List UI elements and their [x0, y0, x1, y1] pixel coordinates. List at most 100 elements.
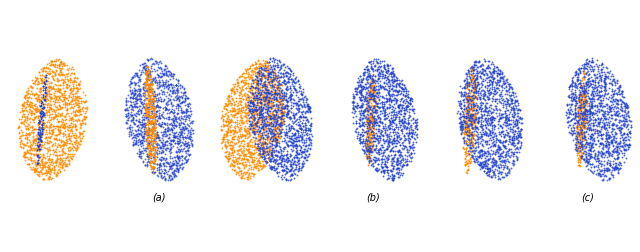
Point: [363, 81, 373, 85]
Point: [273, 134, 283, 138]
Point: [397, 171, 408, 175]
Point: [580, 159, 591, 163]
Point: [267, 153, 277, 158]
Point: [365, 146, 375, 150]
Point: [285, 154, 295, 159]
Point: [581, 164, 591, 168]
Point: [32, 147, 42, 151]
Point: [294, 83, 305, 87]
Point: [369, 97, 379, 101]
Point: [613, 141, 623, 145]
Point: [404, 129, 414, 133]
Point: [294, 166, 304, 170]
Point: [234, 170, 244, 174]
Point: [271, 105, 281, 109]
Point: [258, 130, 268, 134]
Point: [356, 123, 367, 128]
Point: [404, 132, 415, 136]
Point: [257, 63, 268, 67]
Point: [263, 135, 273, 139]
Point: [562, 117, 572, 121]
Point: [612, 150, 622, 154]
Point: [595, 104, 605, 108]
Point: [609, 131, 620, 135]
Point: [162, 124, 172, 128]
Point: [256, 135, 266, 139]
Point: [121, 100, 131, 104]
Point: [172, 155, 182, 159]
Point: [388, 165, 398, 169]
Point: [595, 134, 605, 138]
Point: [258, 64, 268, 68]
Point: [141, 90, 152, 94]
Point: [227, 148, 237, 152]
Point: [304, 105, 314, 109]
Point: [238, 174, 248, 178]
Point: [34, 147, 44, 151]
Point: [285, 98, 296, 102]
Point: [468, 152, 479, 156]
Point: [604, 143, 614, 147]
Point: [267, 84, 277, 88]
Point: [591, 65, 602, 69]
Point: [387, 119, 397, 123]
Point: [586, 65, 596, 69]
Point: [135, 120, 145, 124]
Point: [361, 131, 371, 135]
Point: [38, 153, 49, 158]
Point: [465, 108, 475, 112]
Point: [135, 132, 145, 136]
Point: [481, 109, 491, 113]
Point: [363, 142, 373, 146]
Point: [262, 84, 272, 88]
Point: [56, 60, 67, 65]
Point: [611, 139, 621, 143]
Point: [577, 87, 587, 91]
Point: [255, 134, 266, 138]
Point: [229, 132, 239, 136]
Point: [582, 127, 593, 131]
Point: [362, 135, 372, 139]
Point: [376, 148, 386, 152]
Point: [566, 118, 576, 122]
Point: [492, 66, 502, 70]
Point: [58, 147, 68, 151]
Point: [469, 79, 479, 83]
Point: [460, 108, 470, 112]
Point: [184, 154, 194, 158]
Point: [258, 125, 268, 129]
Point: [58, 151, 68, 155]
Point: [122, 109, 132, 113]
Point: [161, 80, 171, 84]
Point: [148, 61, 158, 65]
Point: [221, 129, 231, 133]
Point: [41, 69, 51, 73]
Point: [219, 115, 229, 119]
Point: [121, 121, 131, 125]
Point: [394, 89, 404, 93]
Point: [471, 87, 481, 91]
Point: [32, 143, 42, 147]
Point: [390, 114, 400, 118]
Point: [566, 132, 577, 136]
Point: [392, 134, 402, 138]
Point: [29, 153, 39, 158]
Point: [243, 147, 253, 151]
Point: [586, 117, 596, 121]
Point: [604, 122, 614, 126]
Point: [463, 100, 473, 104]
Point: [52, 98, 63, 102]
Point: [59, 79, 69, 83]
Point: [394, 166, 404, 170]
Point: [243, 90, 253, 94]
Point: [41, 86, 51, 90]
Point: [257, 121, 267, 125]
Point: [38, 121, 49, 125]
Point: [266, 66, 276, 70]
Point: [600, 77, 610, 81]
Point: [458, 124, 468, 129]
Point: [26, 96, 36, 100]
Point: [491, 141, 501, 145]
Point: [367, 97, 378, 101]
Point: [497, 131, 507, 135]
